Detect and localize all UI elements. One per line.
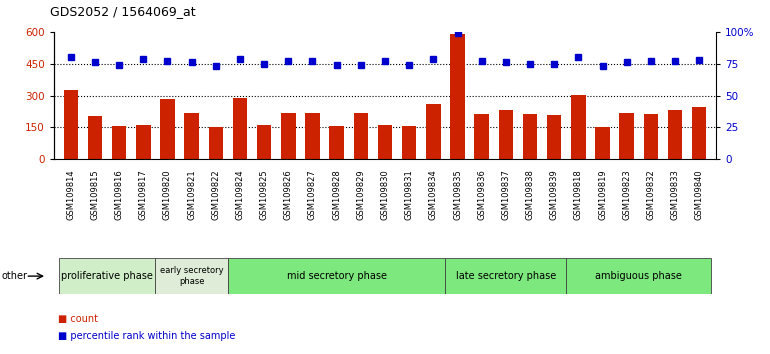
Bar xyxy=(378,125,392,159)
Text: late secretory phase: late secretory phase xyxy=(456,271,556,281)
Bar xyxy=(281,113,296,159)
Bar xyxy=(305,113,320,159)
Text: proliferative phase: proliferative phase xyxy=(61,271,153,281)
Bar xyxy=(499,110,513,159)
Text: ambiguous phase: ambiguous phase xyxy=(595,271,682,281)
Bar xyxy=(160,99,175,159)
Bar xyxy=(209,127,223,159)
Text: GDS2052 / 1564069_at: GDS2052 / 1564069_at xyxy=(50,5,196,18)
Bar xyxy=(566,258,711,294)
Text: ■ percentile rank within the sample: ■ percentile rank within the sample xyxy=(58,331,235,341)
Bar xyxy=(59,258,156,294)
Text: ■ count: ■ count xyxy=(58,314,98,324)
Bar xyxy=(112,126,126,159)
Bar xyxy=(353,113,368,159)
Bar xyxy=(136,125,151,159)
Bar xyxy=(228,258,445,294)
Bar xyxy=(571,95,586,159)
Bar xyxy=(595,127,610,159)
Bar xyxy=(445,258,566,294)
Bar xyxy=(88,116,102,159)
Bar xyxy=(330,126,344,159)
Bar xyxy=(426,104,440,159)
Bar xyxy=(184,113,199,159)
Text: other: other xyxy=(2,271,28,281)
Text: early secretory
phase: early secretory phase xyxy=(160,267,223,286)
Bar xyxy=(257,125,271,159)
Bar xyxy=(668,110,682,159)
Bar xyxy=(619,113,634,159)
Bar xyxy=(523,114,537,159)
Bar xyxy=(644,114,658,159)
Bar xyxy=(233,98,247,159)
Bar xyxy=(474,114,489,159)
Bar xyxy=(64,90,78,159)
Bar xyxy=(450,34,465,159)
Bar xyxy=(156,258,228,294)
Text: mid secretory phase: mid secretory phase xyxy=(286,271,387,281)
Bar xyxy=(547,115,561,159)
Bar xyxy=(402,126,417,159)
Bar xyxy=(692,107,706,159)
